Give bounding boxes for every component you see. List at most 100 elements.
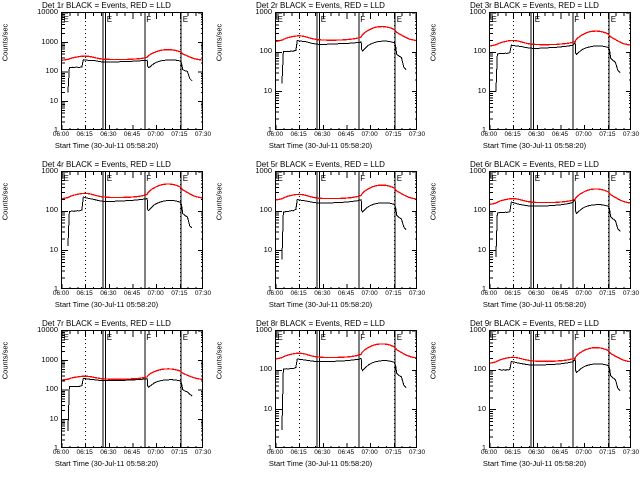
x-tick-label: 07:00	[147, 449, 164, 456]
y-axis-label: Counts/sec	[214, 23, 224, 62]
y-tick-label: 1	[267, 125, 272, 134]
series-line-events	[498, 358, 621, 392]
x-tick-label: 07:30	[194, 449, 212, 456]
annotation-marker-label: F	[360, 15, 365, 24]
x-tick-label: 07:30	[194, 290, 212, 297]
panel-det-9: Det 9r BLACK = Events, RED = LLD Counts/s…	[428, 318, 640, 478]
y-tick-label: 10	[49, 95, 58, 105]
y-tick-labels: 1 10 100 1000	[450, 326, 486, 451]
y-tick-label: 10	[477, 403, 486, 413]
x-tick-label: 06:30	[314, 131, 331, 138]
y-tick-label: 1	[481, 284, 486, 293]
x-tick-labels: 06:00 06:15 06:30 06:45 07:00 07:15 07:30	[267, 131, 425, 142]
annotation-marker-label: E	[107, 174, 112, 183]
series-line-events	[495, 198, 621, 257]
series-line-lld	[62, 368, 202, 381]
y-tick-label: 1000	[41, 166, 58, 175]
y-tick-label: 10	[49, 244, 58, 254]
y-tick-label: 100	[473, 364, 486, 374]
x-tick-label: 06:00	[52, 131, 70, 138]
y-tick-labels: 1 10 100 1000	[22, 167, 58, 292]
x-tick-label: 06:45	[337, 131, 355, 138]
series-line-events	[281, 198, 407, 260]
x-tick-label: 06:00	[52, 290, 70, 297]
panel-det-3: Det 3r BLACK = Events, RED = LLD Counts/s…	[428, 0, 640, 160]
annotation-marker-label: E	[611, 174, 616, 183]
series-line-lld	[490, 30, 630, 47]
annotation-marker-label: E	[611, 333, 616, 342]
panel-title: Det 2r BLACK = Events, RED = LLD	[256, 1, 385, 10]
panel-title: Det 5r BLACK = Events, RED = LLD	[256, 160, 385, 169]
x-axis-label: Start Time (30-Jul-11 05:58:20)	[268, 300, 373, 309]
x-tick-label: 07:30	[622, 131, 640, 138]
panel-title: Det 3r BLACK = Events, RED = LLD	[470, 1, 599, 10]
panel-title: Det 4r BLACK = Events, RED = LLD	[42, 160, 171, 169]
y-tick-label: 10	[477, 244, 486, 254]
x-tick-label: 06:15	[76, 131, 93, 138]
annotation-marker-label: F	[574, 174, 579, 183]
series-line-lld	[276, 25, 416, 43]
x-tick-labels: 06:00 06:15 06:30 06:45 07:00 07:15 07:30	[267, 449, 425, 460]
x-tick-labels: 06:00 06:15 06:30 06:45 07:00 07:15 07:30	[53, 449, 211, 460]
x-tick-label: 06:15	[504, 290, 521, 297]
x-tick-label: 06:15	[76, 290, 93, 297]
y-tick-label: 100	[45, 205, 58, 215]
y-tick-label: 10	[49, 413, 58, 423]
x-tick-label: 06:30	[100, 131, 117, 138]
series-line-events	[67, 59, 193, 93]
y-tick-label: 10	[263, 403, 272, 413]
panel-title: Det 7r BLACK = Events, RED = LLD	[42, 319, 171, 328]
x-tick-label: 06:45	[551, 290, 569, 297]
x-tick-label: 06:30	[100, 449, 117, 456]
panel-det-5: Det 5r BLACK = Events, RED = LLD Counts/s…	[214, 159, 427, 319]
panel-title: Det 1r BLACK = Events, RED = LLD	[42, 1, 171, 10]
x-tick-label: 07:30	[408, 131, 426, 138]
x-tick-label: 06:15	[290, 131, 307, 138]
annotation-marker-label: E	[183, 15, 188, 24]
x-tick-label: 07:00	[575, 290, 592, 297]
series-line-lld	[276, 343, 416, 360]
x-tick-label: 07:00	[575, 131, 592, 138]
x-tick-label: 07:30	[622, 290, 640, 297]
y-axis-label: Counts/sec	[0, 182, 10, 221]
x-axis-label: Start Time (30-Jul-11 05:58:20)	[482, 459, 587, 468]
x-tick-label: 06:00	[52, 449, 70, 456]
x-tick-label: 07:30	[408, 290, 426, 297]
y-tick-label: 1000	[41, 354, 58, 364]
series-line-lld	[62, 49, 202, 61]
y-tick-label: 10	[263, 85, 272, 95]
series-line-events	[495, 41, 621, 92]
series-line-events	[281, 39, 407, 84]
x-tick-label: 06:30	[100, 290, 117, 297]
x-tick-label: 07:00	[147, 131, 164, 138]
x-tick-label: 06:00	[266, 131, 284, 138]
x-axis-label: Start Time (30-Jul-11 05:58:20)	[54, 300, 159, 309]
x-axis-label: Start Time (30-Jul-11 05:58:20)	[482, 300, 587, 309]
x-tick-label: 07:00	[361, 290, 378, 297]
x-tick-label: 06:30	[314, 449, 331, 456]
x-axis-label: Start Time (30-Jul-11 05:58:20)	[482, 141, 587, 150]
x-tick-label: 06:00	[480, 131, 498, 138]
series-line-events	[67, 377, 193, 432]
annotation-marker-label: E	[183, 174, 188, 183]
annotation-marker-label: E	[491, 15, 496, 24]
series-line-lld	[62, 183, 202, 200]
x-tick-label: 07:00	[147, 290, 164, 297]
annotation-marker-label: E	[63, 15, 68, 24]
x-tick-label: 06:00	[266, 290, 284, 297]
annotation-marker-label: E	[321, 333, 326, 342]
series-line-lld	[276, 184, 416, 201]
annotation-marker-label: E	[611, 15, 616, 24]
annotation-marker-label: E	[107, 15, 112, 24]
x-tick-label: 06:45	[337, 290, 355, 297]
annotation-marker-label: E	[63, 174, 68, 183]
panel-det-4: Det 4r BLACK = Events, RED = LLD Counts/s…	[0, 159, 213, 319]
y-axis-label: Counts/sec	[214, 182, 224, 221]
x-tick-label: 06:45	[123, 290, 141, 297]
